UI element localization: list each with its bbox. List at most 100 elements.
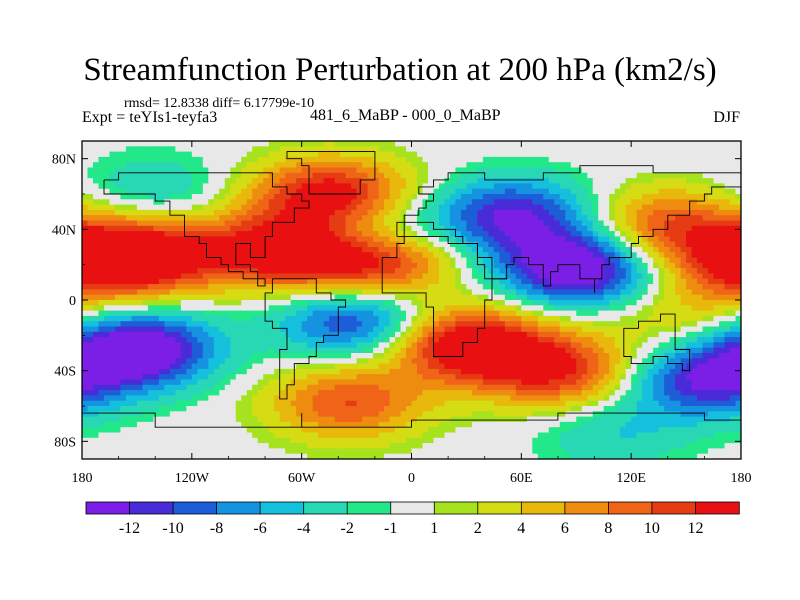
field-cell <box>279 331 286 338</box>
field-cell <box>252 300 259 306</box>
field-cell <box>197 204 204 211</box>
field-cell <box>307 236 314 243</box>
field-cell <box>719 337 726 343</box>
field-cell <box>367 342 374 349</box>
field-cell <box>735 225 741 232</box>
field-cell <box>329 241 336 248</box>
field-cell <box>87 294 94 301</box>
field-cell <box>147 241 154 248</box>
field-cell <box>587 257 594 264</box>
field-cell <box>477 188 484 195</box>
field-cell <box>296 225 303 232</box>
field-cell <box>384 209 391 216</box>
field-cell <box>433 231 440 237</box>
field-cell <box>713 167 720 174</box>
field-cell <box>191 358 198 365</box>
field-cell <box>290 326 297 333</box>
field-cell <box>724 326 731 333</box>
field-cell <box>543 268 550 275</box>
field-cell <box>482 199 489 206</box>
field-cell <box>329 289 336 296</box>
field-cell <box>581 284 588 290</box>
field-cell <box>142 337 149 343</box>
field-cell <box>493 178 500 184</box>
field-cell <box>570 315 577 322</box>
field-cell <box>543 294 550 301</box>
field-cell <box>263 273 270 280</box>
field-cell <box>422 326 429 333</box>
field-cell <box>477 252 484 259</box>
field-cell <box>631 347 638 354</box>
field-cell <box>598 331 605 338</box>
field-cell <box>477 268 484 275</box>
field-cell <box>691 262 698 269</box>
field-cell <box>438 183 446 190</box>
field-cell <box>103 215 111 222</box>
field-cell <box>175 310 182 317</box>
field-cell <box>279 294 286 301</box>
field-cell <box>675 167 682 174</box>
field-cell <box>103 141 111 147</box>
field-cell <box>378 278 385 285</box>
field-cell <box>169 257 176 264</box>
field-cell <box>202 305 209 312</box>
field-cell <box>526 252 533 259</box>
field-cell <box>433 342 440 349</box>
field-cell <box>438 236 446 243</box>
field-cell <box>202 294 209 301</box>
field-cell <box>526 257 533 264</box>
field-cell <box>285 342 292 349</box>
field-cell <box>114 146 122 153</box>
field-cell <box>169 178 176 184</box>
field-cell <box>686 342 693 349</box>
field-cell <box>565 241 572 248</box>
field-cell <box>235 194 242 200</box>
field-cell <box>158 247 165 253</box>
field-cell <box>532 284 539 290</box>
field-cell <box>713 146 720 153</box>
field-cell <box>614 257 621 264</box>
field-cell <box>98 151 105 158</box>
field-cell <box>136 289 144 296</box>
field-cell <box>301 342 308 349</box>
field-cell <box>433 247 440 253</box>
field-cell <box>384 141 391 147</box>
field-cell <box>252 310 259 317</box>
field-cell <box>378 204 385 211</box>
field-cell <box>614 342 621 349</box>
field-cell <box>620 167 627 174</box>
field-cell <box>411 247 418 253</box>
field-cell <box>224 315 231 322</box>
field-cell <box>587 347 594 354</box>
field-cell <box>658 220 665 227</box>
field-cell <box>702 215 709 222</box>
field-cell <box>202 204 209 211</box>
field-cell <box>263 247 270 253</box>
field-cell <box>378 257 385 264</box>
field-cell <box>724 188 731 195</box>
field-cell <box>565 268 572 275</box>
field-cell <box>730 236 737 243</box>
field-cell <box>730 220 737 227</box>
field-cell <box>614 278 621 285</box>
field-cell <box>603 209 610 216</box>
field-cell <box>114 268 122 275</box>
field-cell <box>186 262 193 269</box>
field-cell <box>279 231 286 237</box>
field-cell <box>548 326 555 333</box>
field-cell <box>263 262 270 269</box>
field-cell <box>488 273 495 280</box>
field-cell <box>252 199 259 206</box>
field-cell <box>537 252 544 259</box>
field-cell <box>395 331 402 338</box>
field-cell <box>395 215 402 222</box>
field-cell <box>526 342 533 349</box>
field-cell <box>136 188 144 195</box>
field-cell <box>334 204 341 211</box>
field-cell <box>438 156 446 163</box>
field-cell <box>730 183 737 190</box>
field-cell <box>175 284 182 290</box>
field-cell <box>120 178 127 184</box>
field-cell <box>543 156 550 163</box>
field-cell <box>730 151 737 158</box>
